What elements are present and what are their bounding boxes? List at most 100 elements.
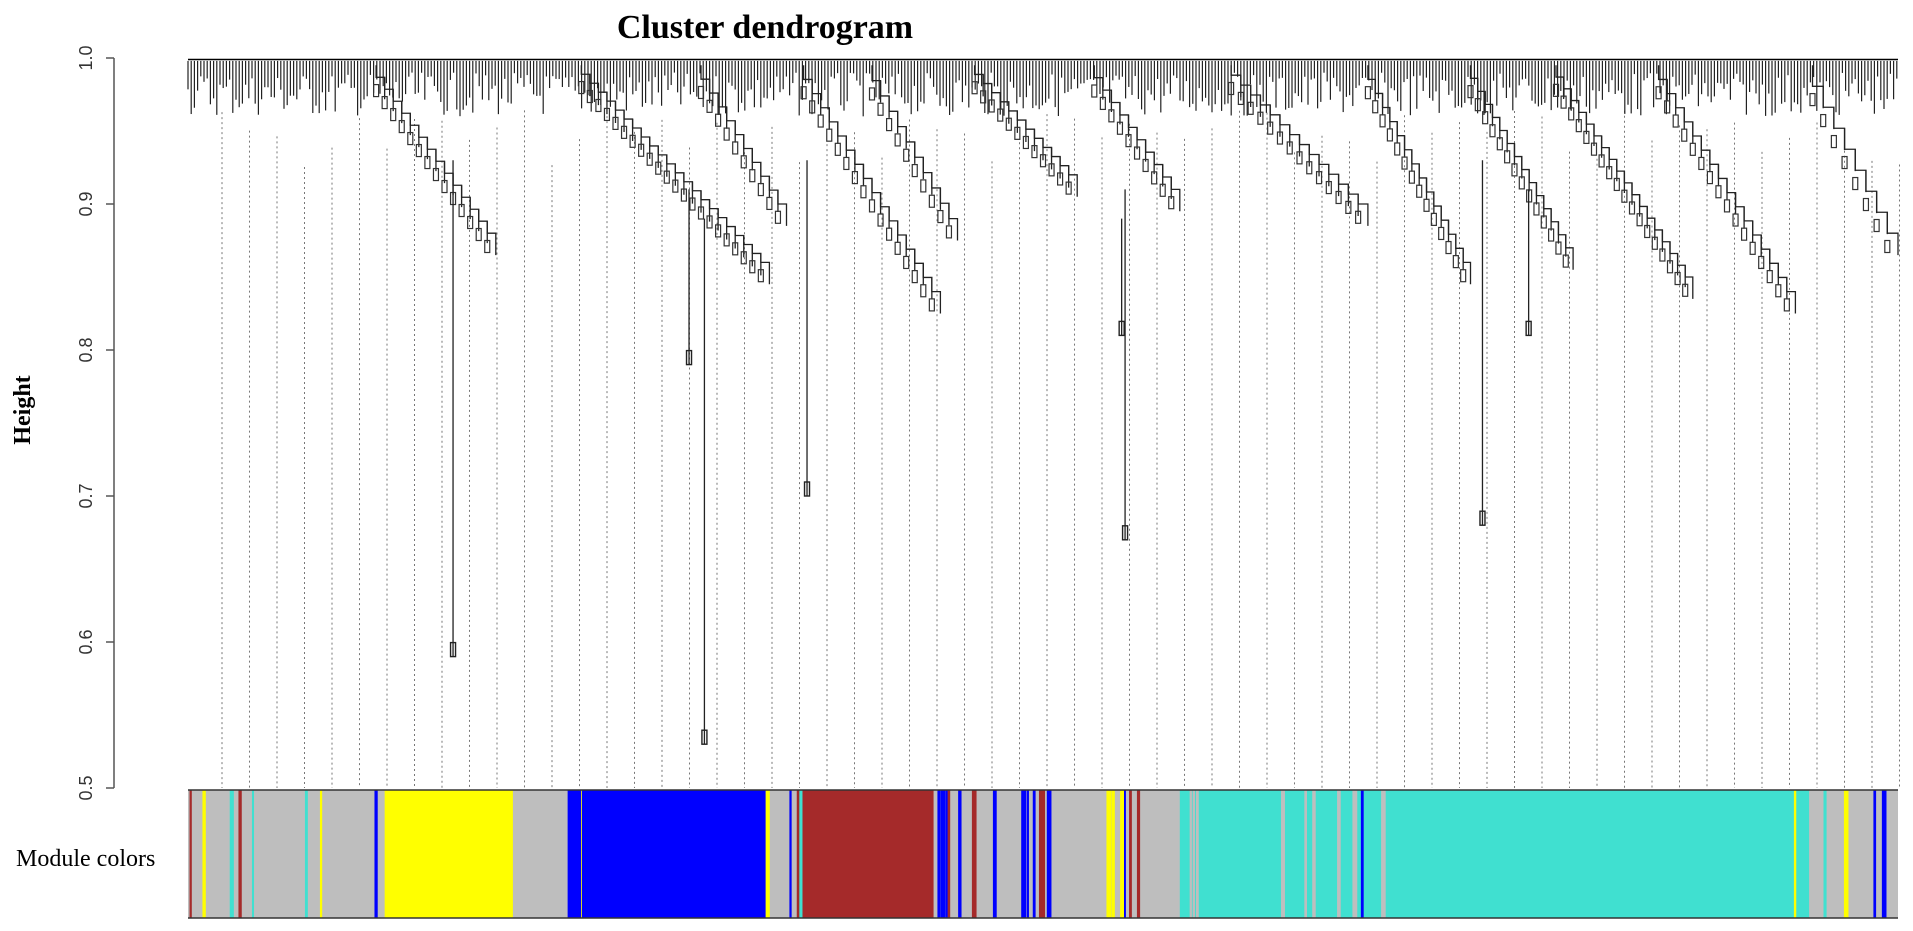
dendrogram-branch — [743, 134, 753, 171]
dendrogram-leaf-box — [1666, 260, 1674, 274]
dendrogram-leaf-box — [398, 119, 405, 134]
module-stripe — [1360, 790, 1364, 918]
dendrogram-branch — [1654, 218, 1664, 252]
module-stripe — [947, 790, 951, 918]
dendrogram-leaf-box — [1511, 163, 1518, 177]
dendrogram-branch — [991, 83, 1001, 115]
dendrogram-branch — [1528, 169, 1538, 205]
dendrogram-leaf-box — [860, 185, 867, 199]
dendrogram-leaf-box — [1014, 126, 1021, 140]
dendrogram-leaf-box — [1740, 227, 1748, 241]
dendrogram-leaf-box — [680, 188, 688, 202]
dendrogram-leaf-box — [1408, 170, 1415, 184]
dendrogram-branch — [1119, 102, 1130, 137]
dendrogram-leaf-box — [774, 210, 782, 224]
module-segment-blue — [567, 790, 770, 918]
dendrogram-branch — [708, 79, 719, 115]
dendrogram-branch — [443, 161, 454, 196]
module-stripe — [581, 790, 587, 918]
dendrogram-branch — [897, 111, 907, 149]
dendrogram-leaf-box — [1533, 202, 1540, 216]
dendrogram-branch — [802, 65, 813, 102]
dendrogram-branch — [1513, 143, 1523, 179]
dendrogram-leaf-box — [1159, 183, 1166, 197]
dendrogram-leaf-box — [595, 98, 602, 113]
dendrogram-branch — [469, 197, 480, 232]
dendrogram-leaf-box — [868, 199, 876, 213]
module-stripe — [1337, 790, 1341, 918]
dendrogram-branch — [931, 172, 942, 210]
module-stripe — [229, 790, 234, 918]
dendrogram-leaf-box — [1125, 134, 1132, 148]
dendrogram-branch — [1550, 208, 1560, 244]
dendrogram-branch — [1381, 93, 1391, 130]
module-stripe — [319, 790, 323, 918]
dendrogram-branch — [1025, 120, 1036, 152]
dendrogram-branch — [1491, 104, 1501, 140]
y-tick-label: 0.5 — [76, 775, 96, 800]
dendrogram-leaf-box — [1715, 185, 1722, 199]
dendrogram-branch — [717, 208, 728, 240]
dendrogram-branch — [854, 150, 865, 187]
dendrogram-leaf-box — [809, 100, 816, 114]
dendrogram-leaf-box — [766, 196, 773, 211]
module-color-bar — [188, 789, 1898, 919]
dendrogram-branch — [1570, 88, 1580, 123]
dendrogram-leaf-box — [1749, 241, 1756, 255]
dendrogram-leaf-box — [1504, 150, 1511, 164]
dendrogram-branch — [1521, 156, 1530, 192]
dendrogram-branch — [1298, 134, 1310, 167]
dendrogram-leaf-box — [1091, 84, 1098, 98]
dendrogram-branch — [973, 65, 984, 97]
dendrogram-branch — [1050, 147, 1061, 179]
dendrogram-branch — [1709, 150, 1720, 187]
dendrogram-branch — [486, 221, 497, 256]
dendrogram-branch — [708, 199, 719, 231]
y-axis-label: Height — [10, 375, 36, 444]
dendrogram-leaf-box — [1296, 151, 1303, 165]
dendrogram-branch — [751, 244, 762, 276]
module-stripe — [958, 790, 962, 918]
dendrogram-branch — [700, 65, 711, 102]
dendrogram-leaf-box — [586, 89, 593, 104]
dendrogram-leaf-box — [877, 102, 884, 116]
dendrogram-leaf-box — [1644, 224, 1651, 239]
module-stripe — [1136, 790, 1141, 918]
y-tick-label: 0.6 — [76, 629, 96, 654]
dendrogram-branch — [392, 89, 403, 124]
dendrogram-branch — [1093, 65, 1104, 100]
dendrogram-leaf-box — [1706, 171, 1714, 185]
dendrogram-leaf-box — [937, 209, 944, 224]
dendrogram-branch — [1631, 182, 1641, 217]
dendrogram-branch — [1717, 164, 1728, 201]
dendrogram-leaf-box — [1809, 92, 1816, 107]
dendrogram-branch — [435, 149, 446, 184]
dendrogram-branch — [760, 253, 771, 285]
dendrogram-leaf-box — [373, 83, 380, 98]
dendrogram-leaf-box — [903, 148, 910, 162]
dendrogram-leaf-box — [1628, 201, 1636, 215]
dendrogram-branch — [1535, 182, 1545, 218]
dendrogram-branch — [1638, 194, 1648, 229]
module-stripe — [940, 790, 946, 918]
dendrogram-leaf-box — [1621, 189, 1628, 203]
dendrogram-leaf-box — [1099, 96, 1106, 111]
dendrogram-leaf-box — [903, 255, 910, 270]
dendrogram-leaf-box — [885, 227, 893, 241]
dendrogram-leaf-box — [1598, 154, 1605, 168]
dendrogram-leaf-box — [1048, 163, 1055, 177]
dendrogram-branch — [1499, 117, 1508, 153]
dendrogram-leaf-box — [407, 131, 414, 146]
dendrogram-leaf-box — [646, 152, 653, 166]
dendrogram-leaf-box — [1423, 198, 1430, 212]
dendrogram-leaf-box — [458, 203, 465, 218]
dendrogram-leaf-box — [1841, 155, 1848, 170]
dendrogram-branch — [845, 136, 856, 173]
dendrogram-leaf-box — [1267, 121, 1274, 135]
dendrogram-branch — [1875, 191, 1888, 235]
dendrogram-branch — [649, 136, 659, 168]
dendrogram-leaf-box — [1606, 166, 1613, 180]
module-stripe — [1881, 790, 1887, 918]
dendrogram-leaf-box — [1355, 210, 1362, 224]
dendrogram-leaf-box — [1438, 226, 1445, 241]
